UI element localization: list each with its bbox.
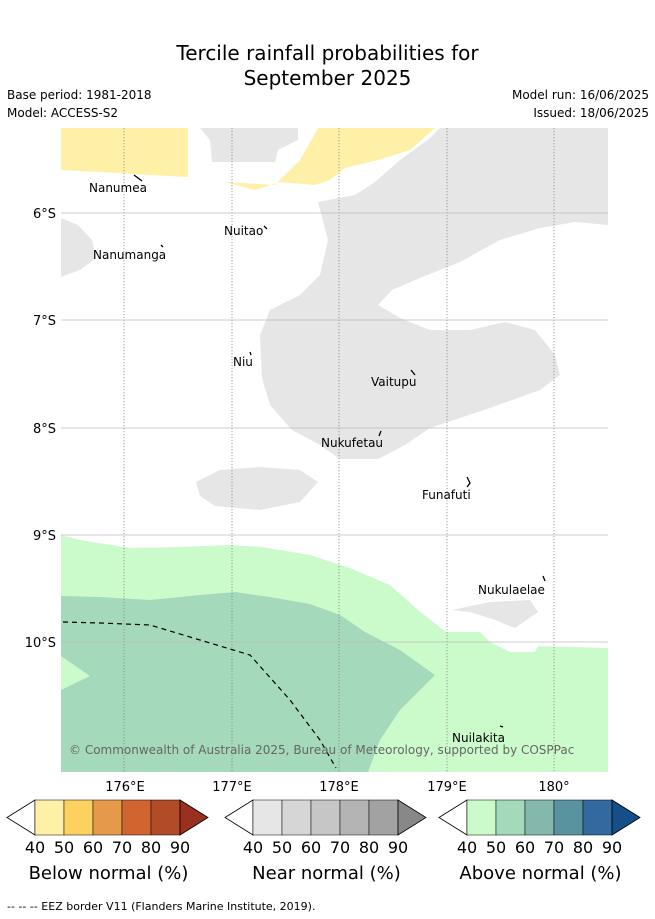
legend-cell — [121, 799, 152, 836]
lon-tick: 176°E — [105, 780, 145, 795]
legend-tick: 70 — [112, 838, 132, 857]
legend-tick: 90 — [388, 838, 408, 857]
near-normal-region — [200, 128, 298, 162]
lon-tick: 179°E — [427, 780, 467, 795]
lon-tick: 177°E — [212, 780, 252, 795]
legend-cell — [150, 799, 181, 836]
legend-cell — [310, 799, 341, 836]
lat-tick: 6°S — [33, 207, 56, 222]
island-marks — [133, 174, 546, 728]
near-normal-region — [61, 218, 96, 277]
place-vaitupu: Vaitupu — [371, 375, 417, 389]
place-nuitao: Nuitao — [224, 224, 263, 238]
legend-title-near: Near normal (%) — [252, 863, 401, 884]
place-funafuti: Funafuti — [422, 488, 471, 502]
place-nanumanga: Nanumanga — [93, 248, 166, 262]
place-nukufetau: Nukufetau — [321, 436, 383, 450]
place-niu: Niu — [233, 355, 253, 369]
legend-title-below: Below normal (%) — [28, 863, 189, 884]
place-nukulaelae: Nukulaelae — [478, 583, 545, 597]
map-title: Tercile rainfall probabilities for Septe… — [0, 41, 655, 91]
legend-extend-high — [397, 799, 427, 836]
legend-tick: 50 — [486, 838, 506, 857]
legend-cell — [466, 799, 497, 836]
legend-cell — [63, 799, 94, 836]
lat-tick: 10°S — [25, 636, 56, 651]
lat-grid — [61, 212, 608, 643]
base-period: Base period: 1981-2018 — [7, 88, 152, 102]
lat-tick: 9°S — [33, 529, 56, 544]
legend-tick: 90 — [602, 838, 622, 857]
legend-extend-high — [179, 799, 209, 836]
issued-date: Issued: 18/06/2025 — [533, 106, 649, 120]
legend-cell — [495, 799, 526, 836]
legend-cell — [252, 799, 283, 836]
legend-extend-low — [6, 799, 36, 836]
legend-tick: 40 — [243, 838, 263, 857]
map-area: Nanumea Nuitao Nanumanga Niu Vaitupu Nuk… — [61, 128, 608, 772]
below-normal-region — [61, 128, 188, 177]
title-line-2: September 2025 — [243, 66, 412, 90]
lon-tick: 178°E — [319, 780, 359, 795]
legend-extend-low — [438, 799, 468, 836]
legend-tick: 80 — [573, 838, 593, 857]
legend-extend-high — [611, 799, 641, 836]
lon-tick: 180° — [538, 780, 569, 795]
legend-cell — [34, 799, 65, 836]
near-normal-region — [318, 128, 608, 215]
legend-tick: 80 — [141, 838, 161, 857]
near-normal-region — [452, 600, 538, 628]
lon-grid — [123, 128, 555, 772]
legend-cell — [92, 799, 123, 836]
near-normal-region — [260, 202, 608, 459]
legend-title-above: Above normal (%) — [459, 863, 622, 884]
legend-tick: 70 — [544, 838, 564, 857]
place-nanumea: Nanumea — [89, 181, 147, 195]
legend-cell — [524, 799, 555, 836]
legend-tick: 50 — [272, 838, 292, 857]
above-normal-region-strong — [61, 592, 435, 772]
legend-cell — [553, 799, 584, 836]
legend-cell — [281, 799, 312, 836]
legend-group: 40 50 60 70 80 90 40 50 60 70 80 90 40 50 60 70 80 90 — [6, 799, 641, 857]
model-name: Model: ACCESS-S2 — [7, 106, 119, 120]
lat-tick: 7°S — [33, 314, 56, 329]
legend-cell — [582, 799, 613, 836]
below-normal-region — [225, 128, 435, 190]
eez-note: -- -- -- EEZ border V11 (Flanders Marine… — [7, 900, 316, 913]
legend-tick: 70 — [330, 838, 350, 857]
near-normal-region — [196, 467, 318, 510]
legend-cell — [339, 799, 370, 836]
copyright-notice: © Commonwealth of Australia 2025, Bureau… — [69, 743, 574, 757]
legend-extend-low — [224, 799, 254, 836]
legend-tick: 60 — [83, 838, 103, 857]
legend-tick: 80 — [359, 838, 379, 857]
title-line-1: Tercile rainfall probabilities for — [176, 41, 479, 65]
legend-tick: 50 — [54, 838, 74, 857]
legend-tick: 60 — [515, 838, 535, 857]
lat-tick: 8°S — [33, 422, 56, 437]
place-nuilakita: Nuilakita — [452, 731, 505, 745]
legend-tick: 40 — [457, 838, 477, 857]
legend-tick: 60 — [301, 838, 321, 857]
eez-border — [62, 621, 337, 769]
legend-tick: 90 — [170, 838, 190, 857]
legend-tick: 40 — [25, 838, 45, 857]
legend-cell — [368, 799, 399, 836]
model-run: Model run: 16/06/2025 — [511, 88, 649, 102]
